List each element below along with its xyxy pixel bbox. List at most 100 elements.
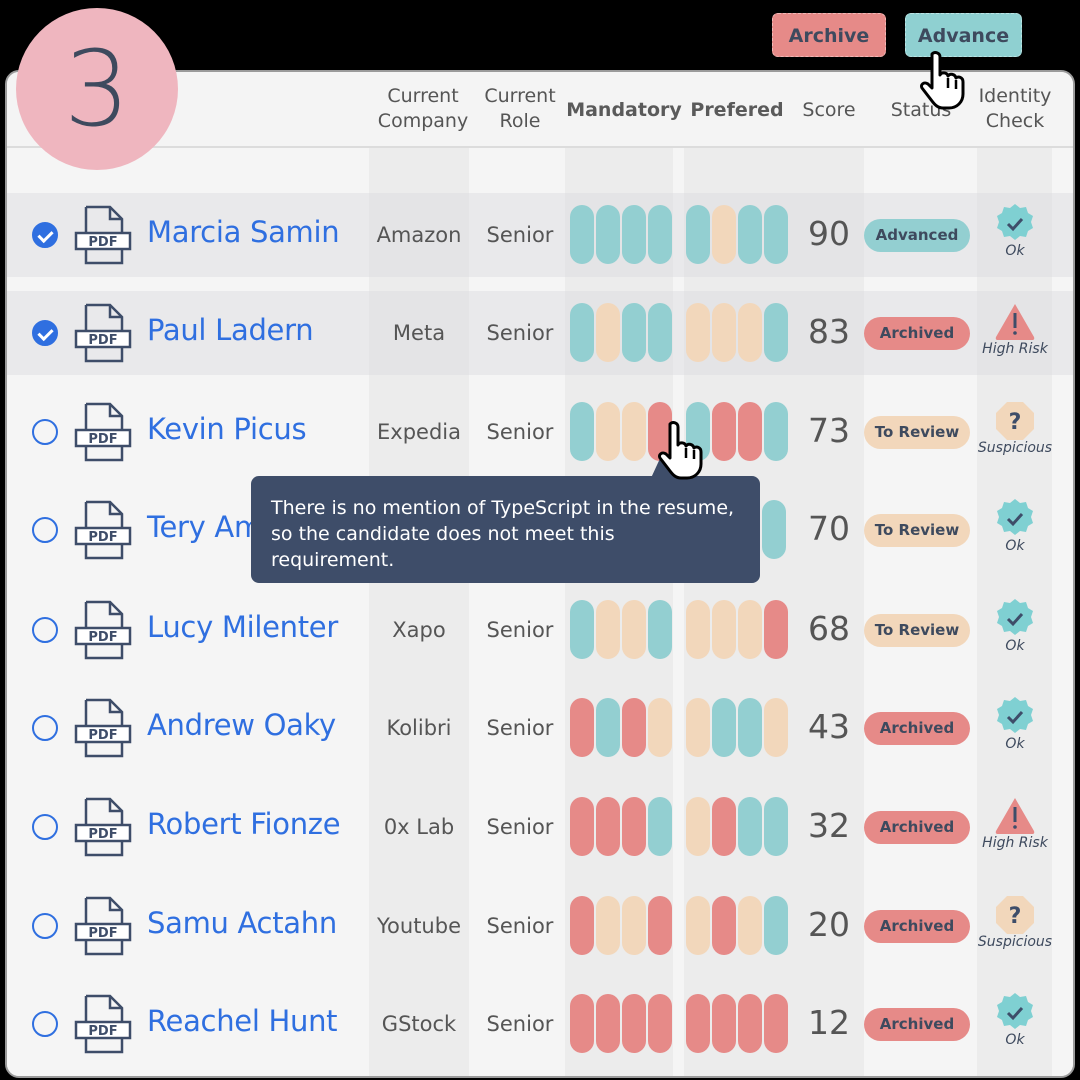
archive-button[interactable]: Archive xyxy=(772,13,886,57)
select-checkbox[interactable] xyxy=(32,913,58,939)
requirement-bar-partial[interactable] xyxy=(686,600,710,659)
requirement-bar-met[interactable] xyxy=(570,205,594,264)
requirement-bar-not-met[interactable] xyxy=(712,402,736,461)
requirement-bar-not-met[interactable] xyxy=(648,896,672,955)
requirement-bar-not-met[interactable] xyxy=(712,896,736,955)
requirement-bar-met[interactable] xyxy=(764,797,788,856)
requirement-bar-met[interactable] xyxy=(762,500,786,559)
requirement-bar-not-met[interactable] xyxy=(712,994,736,1053)
select-checkbox[interactable] xyxy=(32,419,58,445)
candidate-name-link[interactable]: Marcia Samin xyxy=(147,215,340,249)
pdf-resume-icon[interactable]: PDF xyxy=(74,205,132,265)
column-header-prefered[interactable]: Prefered xyxy=(690,99,784,121)
requirement-bar-partial[interactable] xyxy=(622,600,646,659)
requirement-bar-met[interactable] xyxy=(648,303,672,362)
requirement-bar-partial[interactable] xyxy=(596,303,620,362)
candidate-name-link[interactable]: Andrew Oaky xyxy=(147,708,336,742)
requirement-bar-not-met[interactable] xyxy=(622,797,646,856)
requirement-bar-met[interactable] xyxy=(764,303,788,362)
requirement-bar-partial[interactable] xyxy=(686,303,710,362)
table-row[interactable]: PDF Marcia Samin Amazon Senior 90 Advanced Ok xyxy=(7,193,1073,277)
requirement-bar-partial[interactable] xyxy=(648,698,672,757)
requirement-bar-met[interactable] xyxy=(648,205,672,264)
candidate-name-link[interactable]: Lucy Milenter xyxy=(147,610,338,644)
pdf-resume-icon[interactable]: PDF xyxy=(74,896,132,956)
requirement-bar-partial[interactable] xyxy=(764,698,788,757)
requirement-bar-met[interactable] xyxy=(738,205,762,264)
requirement-bar-not-met[interactable] xyxy=(570,994,594,1053)
select-checkbox[interactable] xyxy=(32,1011,58,1037)
table-row[interactable]: PDF Tery Am 70 To Review Ok xyxy=(7,488,1073,572)
requirement-bar-partial[interactable] xyxy=(712,600,736,659)
requirement-bar-not-met[interactable] xyxy=(648,402,672,461)
table-row[interactable]: PDF Paul Ladern Meta Senior 83 Archived High R… xyxy=(7,291,1073,375)
requirement-bar-partial[interactable] xyxy=(596,402,620,461)
pdf-resume-icon[interactable]: PDF xyxy=(74,797,132,857)
table-row[interactable]: PDF Reachel Hunt GStock Senior 12 Archived Ok xyxy=(7,982,1073,1066)
requirement-bar-partial[interactable] xyxy=(738,600,762,659)
requirement-bar-met[interactable] xyxy=(570,600,594,659)
requirement-bar-partial[interactable] xyxy=(712,205,736,264)
requirement-bar-not-met[interactable] xyxy=(648,994,672,1053)
requirement-bar-met[interactable] xyxy=(570,402,594,461)
select-checkbox[interactable] xyxy=(32,715,58,741)
requirement-bar-met[interactable] xyxy=(764,205,788,264)
pdf-resume-icon[interactable]: PDF xyxy=(74,994,132,1054)
column-header-role[interactable]: Current Role xyxy=(472,84,568,134)
requirement-bar-not-met[interactable] xyxy=(622,994,646,1053)
select-checkbox[interactable] xyxy=(32,814,58,840)
requirement-bar-partial[interactable] xyxy=(712,303,736,362)
table-row[interactable]: PDF Samu Actahn Youtube Senior 20 Archived? Su… xyxy=(7,884,1073,968)
requirement-bar-partial[interactable] xyxy=(738,896,762,955)
pdf-resume-icon[interactable]: PDF xyxy=(74,402,132,462)
candidate-name-link[interactable]: Reachel Hunt xyxy=(147,1004,338,1038)
table-row[interactable]: PDF Robert Fionze 0x Lab Senior 32 Archived Hi… xyxy=(7,785,1073,869)
requirement-bar-met[interactable] xyxy=(596,698,620,757)
requirement-bar-not-met[interactable] xyxy=(686,994,710,1053)
requirement-bar-not-met[interactable] xyxy=(570,896,594,955)
requirement-bar-partial[interactable] xyxy=(686,698,710,757)
requirement-bar-partial[interactable] xyxy=(686,896,710,955)
requirement-bar-not-met[interactable] xyxy=(738,994,762,1053)
column-header-mandatory[interactable]: Mandatory xyxy=(566,99,682,121)
candidate-name-link[interactable]: Samu Actahn xyxy=(147,906,337,940)
column-header-identity-check[interactable]: Identity Check xyxy=(972,84,1058,134)
requirement-bar-not-met[interactable] xyxy=(764,600,788,659)
candidate-name-link[interactable]: Kevin Picus xyxy=(147,412,307,446)
requirement-bar-not-met[interactable] xyxy=(738,402,762,461)
candidate-name-link[interactable]: Robert Fionze xyxy=(147,807,341,841)
select-checkbox[interactable] xyxy=(32,517,58,543)
table-row[interactable]: PDF Kevin Picus Expedia Senior 73 To Review? S… xyxy=(7,390,1073,474)
requirement-bar-met[interactable] xyxy=(622,303,646,362)
requirement-bar-met[interactable] xyxy=(596,205,620,264)
table-row[interactable]: PDF Andrew Oaky Kolibri Senior 43 Archived Ok xyxy=(7,686,1073,770)
requirement-bar-met[interactable] xyxy=(570,303,594,362)
candidate-name-link[interactable]: Tery Am xyxy=(147,510,262,544)
requirement-bar-met[interactable] xyxy=(622,205,646,264)
pdf-resume-icon[interactable]: PDF xyxy=(74,698,132,758)
candidate-name-link[interactable]: Paul Ladern xyxy=(147,313,314,347)
requirement-bar-partial[interactable] xyxy=(622,402,646,461)
requirement-bar-partial[interactable] xyxy=(596,896,620,955)
requirement-bar-met[interactable] xyxy=(764,896,788,955)
requirement-bar-met[interactable] xyxy=(648,797,672,856)
requirement-bar-not-met[interactable] xyxy=(570,797,594,856)
select-checkbox[interactable] xyxy=(32,320,58,346)
requirement-bar-partial[interactable] xyxy=(686,797,710,856)
requirement-bar-met[interactable] xyxy=(764,402,788,461)
pdf-resume-icon[interactable]: PDF xyxy=(74,600,132,660)
requirement-bar-met[interactable] xyxy=(712,698,736,757)
requirement-bar-not-met[interactable] xyxy=(596,994,620,1053)
requirement-bar-not-met[interactable] xyxy=(712,797,736,856)
requirement-bar-not-met[interactable] xyxy=(764,994,788,1053)
requirement-bar-met[interactable] xyxy=(738,698,762,757)
requirement-bar-partial[interactable] xyxy=(738,303,762,362)
select-checkbox[interactable] xyxy=(32,617,58,643)
pdf-resume-icon[interactable]: PDF xyxy=(74,303,132,363)
requirement-bar-partial[interactable] xyxy=(622,896,646,955)
requirement-bar-met[interactable] xyxy=(648,600,672,659)
advance-button[interactable]: Advance xyxy=(905,13,1022,57)
requirement-bar-met[interactable] xyxy=(686,205,710,264)
column-header-score[interactable]: Score xyxy=(802,99,856,121)
pdf-resume-icon[interactable]: PDF xyxy=(74,500,132,560)
